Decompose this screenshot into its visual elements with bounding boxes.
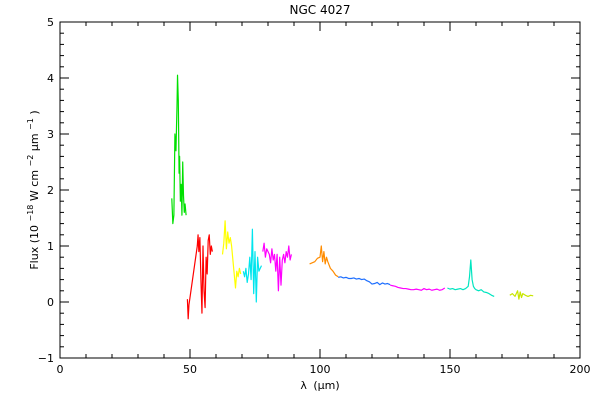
- x-tick-label: 100: [310, 363, 331, 376]
- y-label-exp3: −1: [26, 118, 35, 130]
- spectrum-segment-1: [171, 74, 187, 225]
- x-tick-label: 200: [570, 363, 591, 376]
- y-tick-label: 0: [47, 296, 54, 309]
- chart-title: NGC 4027: [289, 3, 350, 17]
- spectrum-segment-9: [447, 259, 495, 297]
- plot-frame: [59, 21, 581, 359]
- spectrum-segment-2: [186, 234, 213, 320]
- y-tick-label: 4: [47, 72, 54, 85]
- y-tick-label: 1: [47, 240, 54, 253]
- y-label-exp2: −2: [26, 155, 35, 167]
- spectrum-segment-5: [262, 242, 292, 292]
- y-tick-label: 5: [47, 16, 54, 29]
- y-label-exp1: −18: [26, 205, 35, 222]
- spectrum-segment-3: [221, 220, 242, 289]
- spectrum-segment-7: [338, 276, 391, 286]
- x-tick-label: 50: [183, 363, 197, 376]
- y-label-mid2: μm: [28, 133, 41, 151]
- spectrum-segment-8: [390, 284, 446, 291]
- series-group: [171, 74, 534, 320]
- spectrum-segment-4: [242, 228, 263, 303]
- y-label-mid: W cm: [28, 170, 41, 201]
- y-axis-label: Flux (10 −18 W cm −2 μm −1 ): [23, 110, 41, 269]
- y-label-end: ): [28, 110, 41, 114]
- axis-ticks: [59, 21, 581, 359]
- spectrum-segment-6: [309, 245, 339, 278]
- y-label-base: Flux (10: [28, 225, 41, 270]
- x-label-unit: (μm): [313, 379, 339, 392]
- x-label-lambda: λ: [300, 379, 307, 392]
- y-tick-label: 3: [47, 128, 54, 141]
- y-tick-label: −1: [38, 352, 54, 365]
- x-tick-label: 0: [57, 363, 64, 376]
- x-tick-label: 150: [440, 363, 461, 376]
- spectrum-segment-10: [509, 290, 534, 300]
- y-tick-label: 2: [47, 184, 54, 197]
- x-axis-label: λ (μm): [300, 379, 339, 392]
